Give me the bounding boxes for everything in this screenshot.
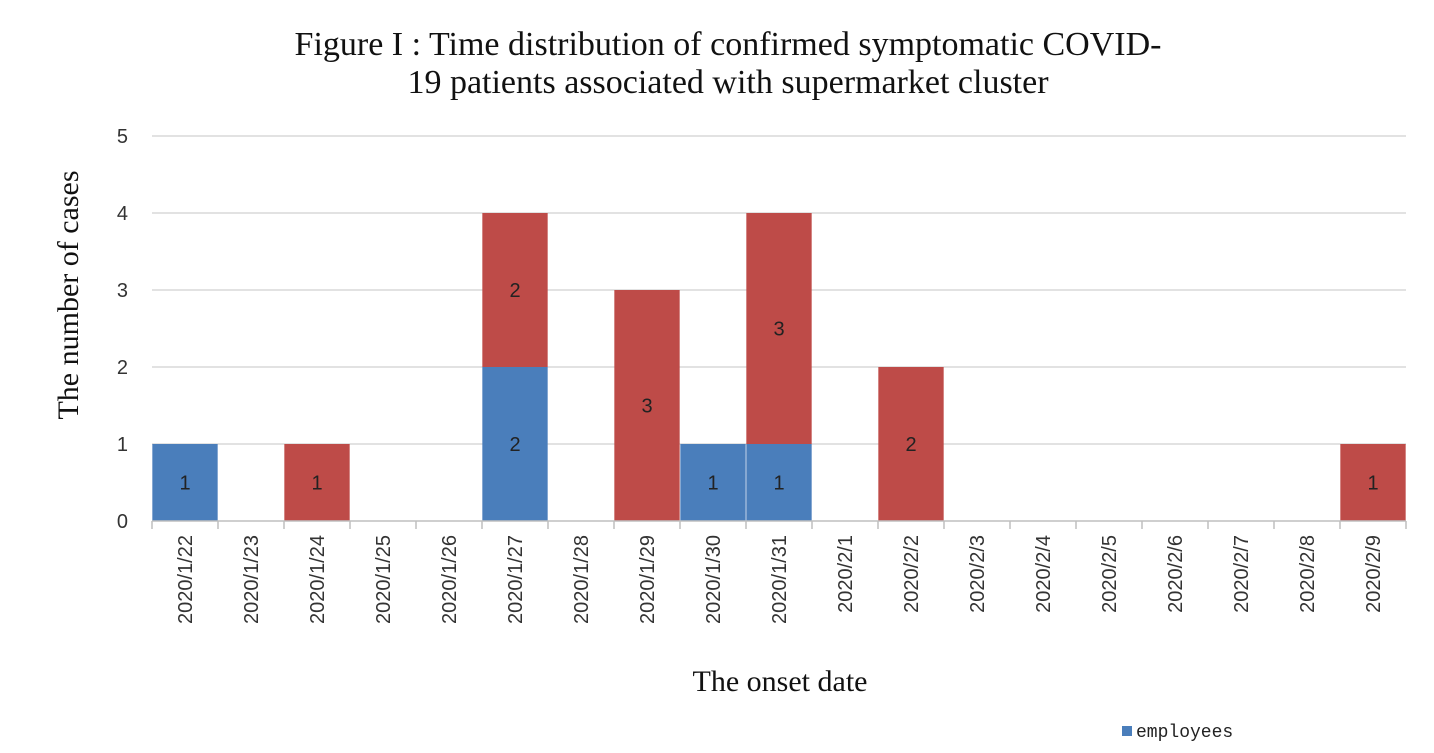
x-tick-label: 2020/2/1 bbox=[835, 535, 857, 613]
x-tick-label: 2020/2/6 bbox=[1165, 535, 1187, 613]
x-tick-label: 2020/2/7 bbox=[1231, 535, 1253, 613]
bar-series-1-2020/1/31 bbox=[746, 213, 812, 444]
legend-swatch-employees bbox=[1122, 726, 1132, 736]
x-tick-label: 2020/2/2 bbox=[901, 535, 923, 613]
data-labels: 1 2 1 1 1 2 3 3 2 1 bbox=[179, 280, 1378, 495]
bar-value-label: 3 bbox=[641, 396, 652, 418]
x-tick-label: 2020/1/30 bbox=[703, 535, 725, 624]
x-tick-label: 2020/1/29 bbox=[637, 535, 659, 624]
bar-value-label: 3 bbox=[773, 319, 784, 341]
y-axis-label: The number of cases bbox=[52, 170, 85, 419]
y-tick-label: 4 bbox=[117, 203, 128, 225]
bar-value-label: 2 bbox=[509, 280, 520, 302]
legend-label-employees: employees bbox=[1136, 723, 1233, 743]
x-axis-ticks: 2020/1/22 2020/1/23 2020/1/24 2020/1/25 2020… bbox=[151, 521, 1407, 624]
y-tick-label: 1 bbox=[117, 434, 128, 456]
x-tick-label: 2020/2/9 bbox=[1363, 535, 1385, 613]
bar-series-1-2020/2/2 bbox=[878, 367, 944, 521]
x-axis-label: The onset date bbox=[693, 665, 868, 698]
chart-title-line-1: Figure I : Time distribution of confirme… bbox=[295, 26, 1162, 63]
y-tick-label: 3 bbox=[117, 280, 128, 302]
x-tick-label: 2020/1/25 bbox=[373, 535, 395, 624]
bar-series-0-2020/1/22 bbox=[152, 444, 218, 521]
y-tick-label: 0 bbox=[117, 511, 128, 533]
bar-series-0-2020/1/30 bbox=[680, 444, 746, 521]
bar-series-1-2020/2/9 bbox=[1340, 444, 1406, 521]
x-tick-label: 2020/1/27 bbox=[505, 535, 527, 624]
bar-value-label: 1 bbox=[707, 473, 718, 495]
x-tick-label: 2020/1/24 bbox=[307, 535, 329, 624]
x-tick-label: 2020/2/5 bbox=[1099, 535, 1121, 613]
bar-series-1-2020/1/29 bbox=[614, 290, 680, 521]
x-tick-label: 2020/1/31 bbox=[769, 535, 791, 624]
y-tick-label: 2 bbox=[117, 357, 128, 379]
bar-series-0-2020/1/31 bbox=[746, 444, 812, 521]
bar-value-label: 1 bbox=[179, 473, 190, 495]
bar-series-1-2020/1/27 bbox=[482, 213, 548, 367]
x-tick-label: 2020/2/4 bbox=[1033, 535, 1055, 613]
bar-value-label: 1 bbox=[773, 473, 784, 495]
x-tick-label: 2020/1/26 bbox=[439, 535, 461, 624]
y-tick-label: 5 bbox=[117, 126, 128, 148]
x-tick-label: 2020/2/8 bbox=[1297, 535, 1319, 613]
x-tick-label: 2020/2/3 bbox=[967, 535, 989, 613]
y-axis-ticks: 0 1 2 3 4 5 bbox=[117, 126, 128, 533]
bars bbox=[152, 213, 1406, 521]
bar-value-label: 2 bbox=[509, 434, 520, 456]
bar-series-0-2020/1/27 bbox=[482, 367, 548, 521]
bar-value-label: 2 bbox=[905, 434, 916, 456]
bar-value-label: 1 bbox=[311, 473, 322, 495]
x-tick-label: 2020/1/22 bbox=[175, 535, 197, 624]
legend: employees bbox=[1122, 723, 1233, 743]
bar-value-label: 1 bbox=[1367, 473, 1378, 495]
x-tick-label: 2020/1/23 bbox=[241, 535, 263, 624]
chart-title-line-2: 19 patients associated with supermarket … bbox=[407, 64, 1049, 101]
x-tick-label: 2020/1/28 bbox=[571, 535, 593, 624]
bar-series-1-2020/1/24 bbox=[284, 444, 350, 521]
